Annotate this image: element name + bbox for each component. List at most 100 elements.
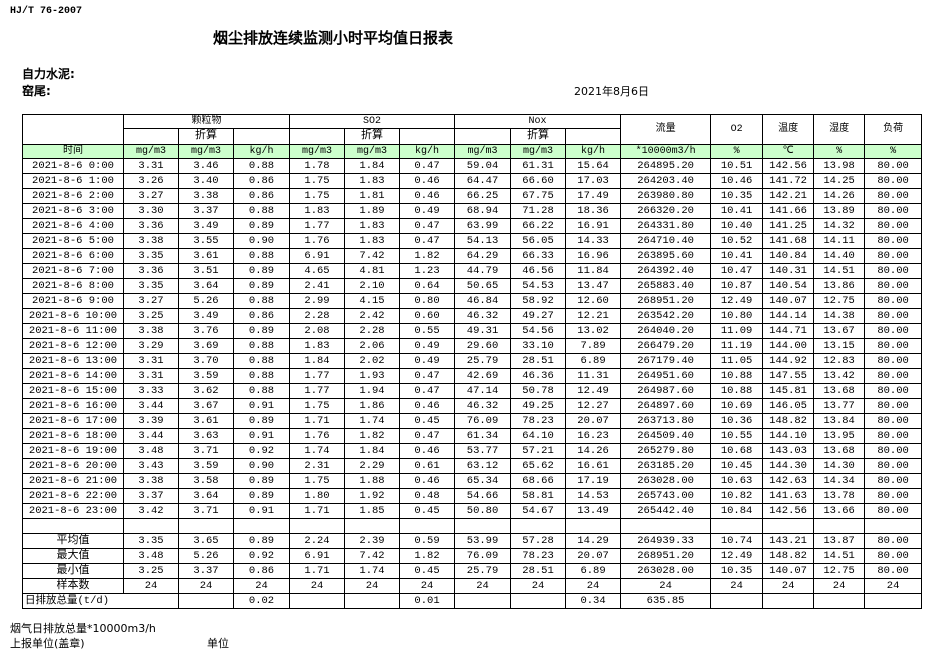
table-row: 2021-8-6 4:00 3.36 3.49 0.89 1.77 1.83 0.47 63.… [22,218,923,234]
value-cell: 0.86 [232,188,291,204]
units-row: 时间 mg/m3 mg/m3 kg/h mg/m3 mg/m3 kg/h mg/m3 mg/m3… [22,144,923,159]
value-cell: 2.41 [289,278,346,294]
header-humidity: 湿度 [813,114,866,145]
stat-value: 80.00 [864,563,923,579]
value-cell: 10.51 [710,158,764,174]
stat-value: 12.49 [710,548,764,564]
value-cell: 61.34 [454,428,512,444]
unit-cell: mg/m3 [123,144,179,159]
value-cell: 2.31 [289,458,346,474]
stat-label: 样本数 [22,578,124,594]
value-cell: 14.53 [565,488,622,504]
value-cell: 80.00 [864,263,923,279]
value-cell: 141.72 [762,173,815,189]
value-cell: 80.00 [864,383,923,399]
daily-total-value [864,593,923,609]
daily-total-value: 0.34 [565,593,622,609]
value-cell: 57.21 [510,443,567,459]
value-cell: 13.47 [565,278,622,294]
value-cell: 29.60 [454,338,512,354]
value-cell: 0.88 [232,338,291,354]
value-cell: 264203.40 [620,173,712,189]
value-cell: 264897.60 [620,398,712,414]
value-cell: 263028.00 [620,473,712,489]
value-cell: 46.56 [510,263,567,279]
table-row: 2021-8-6 8:00 3.35 3.64 0.89 2.41 2.10 0.64 50.… [22,278,923,294]
table-row: 2021-8-6 16:00 3.44 3.67 0.91 1.75 1.86 0.46 46… [22,398,923,414]
value-cell: 78.23 [510,413,567,429]
time-header: 时间 [22,144,124,159]
value-cell: 140.84 [762,248,815,264]
time-cell: 2021-8-6 19:00 [22,443,124,459]
empty-cell [289,518,346,534]
stat-value: 3.37 [178,563,234,579]
stat-label: 平均值 [22,533,124,549]
stat-value: 24 [762,578,815,594]
value-cell: 147.55 [762,368,815,384]
stat-value: 14.51 [813,548,866,564]
value-cell: 3.37 [178,203,234,219]
value-cell: 80.00 [864,293,923,309]
value-cell: 13.77 [813,398,866,414]
value-cell: 3.40 [178,173,234,189]
value-cell: 0.89 [232,473,291,489]
value-cell: 0.88 [232,158,291,174]
value-cell: 3.44 [123,398,179,414]
value-cell: 0.47 [399,233,456,249]
value-cell: 1.77 [289,218,346,234]
value-cell: 0.47 [399,383,456,399]
value-cell: 3.55 [178,233,234,249]
value-cell: 46.32 [454,308,512,324]
empty-cell [864,518,923,534]
value-cell: 28.51 [510,353,567,369]
time-cell: 2021-8-6 14:00 [22,368,124,384]
value-cell: 5.26 [178,293,234,309]
stat-value: 24 [344,578,401,594]
value-cell: 13.78 [813,488,866,504]
value-cell: 65.34 [454,473,512,489]
value-cell: 1.89 [344,203,401,219]
value-cell: 47.14 [454,383,512,399]
value-cell: 14.32 [813,218,866,234]
header-blank [22,114,124,145]
value-cell: 7.89 [565,338,622,354]
stat-value: 3.65 [178,533,234,549]
value-cell: 0.47 [399,158,456,174]
value-cell: 1.75 [289,398,346,414]
value-cell: 3.48 [123,443,179,459]
empty-cell [399,518,456,534]
time-cell: 2021-8-6 17:00 [22,413,124,429]
value-cell: 1.85 [344,503,401,519]
value-cell: 42.69 [454,368,512,384]
value-cell: 263980.80 [620,188,712,204]
table-row: 2021-8-6 14:00 3.31 3.59 0.88 1.77 1.93 0.47 42… [22,368,923,384]
empty-cell [565,518,622,534]
value-cell: 3.31 [123,158,179,174]
value-cell: 1.82 [344,428,401,444]
time-cell: 2021-8-6 11:00 [22,323,124,339]
empty-cell [454,518,512,534]
stat-value: 2.39 [344,533,401,549]
value-cell: 0.86 [232,173,291,189]
value-cell: 144.10 [762,428,815,444]
value-cell: 10.84 [710,503,764,519]
value-cell: 10.87 [710,278,764,294]
header-converted: 折算 [344,128,401,145]
daily-total-label: 日排放总量(t/d) [22,593,179,609]
value-cell: 0.89 [232,263,291,279]
value-cell: 1.92 [344,488,401,504]
value-cell: 20.07 [565,413,622,429]
value-cell: 0.45 [399,413,456,429]
value-cell: 263542.20 [620,308,712,324]
value-cell: 3.49 [178,308,234,324]
value-cell: 80.00 [864,158,923,174]
value-cell: 0.86 [232,308,291,324]
value-cell: 3.69 [178,338,234,354]
daily-total-value [510,593,567,609]
value-cell: 50.78 [510,383,567,399]
header-nox: Nox [454,114,622,129]
value-cell: 1.81 [344,188,401,204]
value-cell: 80.00 [864,278,923,294]
value-cell: 2.28 [289,308,346,324]
daily-total-value [762,593,815,609]
